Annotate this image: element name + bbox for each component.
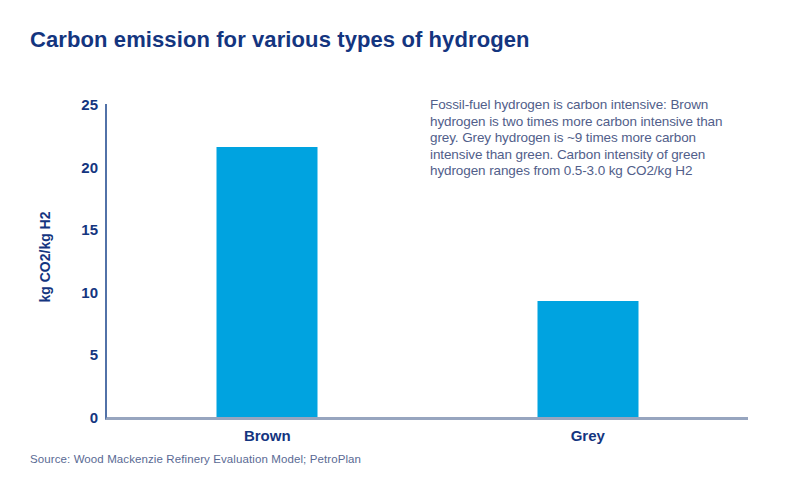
y-tick-label: 20 [60,159,98,174]
annotation-line: grey. Grey hydrogen is ~9 times more car… [430,130,722,147]
x-category-label-grey: Grey [571,427,605,444]
y-tick-label: 25 [60,97,98,112]
annotation-line: Fossil-fuel hydrogen is carbon intensive… [430,97,722,114]
bar-grey [537,301,638,417]
y-tick-label: 10 [60,284,98,299]
annotation-line: intensive than green. Carbon intensity o… [430,147,722,164]
x-category-label-brown: Brown [244,427,291,444]
y-tick-label: 5 [60,347,98,362]
annotation-block: Fossil-fuel hydrogen is carbon intensive… [430,97,722,180]
annotation-line: hydrogen is two times more carbon intens… [430,114,722,131]
annotation-line: hydrogen ranges from 0.5-3.0 kg CO2/kg H… [430,163,722,180]
chart-canvas: Carbon emission for various types of hyd… [0,0,800,480]
y-tick-label: 0 [60,410,98,425]
chart-title: Carbon emission for various types of hyd… [30,27,530,53]
source-attribution: Source: Wood Mackenzie Refinery Evaluati… [30,453,361,465]
y-axis-title: kg CO2/kg H2 [37,211,53,302]
y-tick-label: 15 [60,222,98,237]
bar-brown [217,147,318,417]
